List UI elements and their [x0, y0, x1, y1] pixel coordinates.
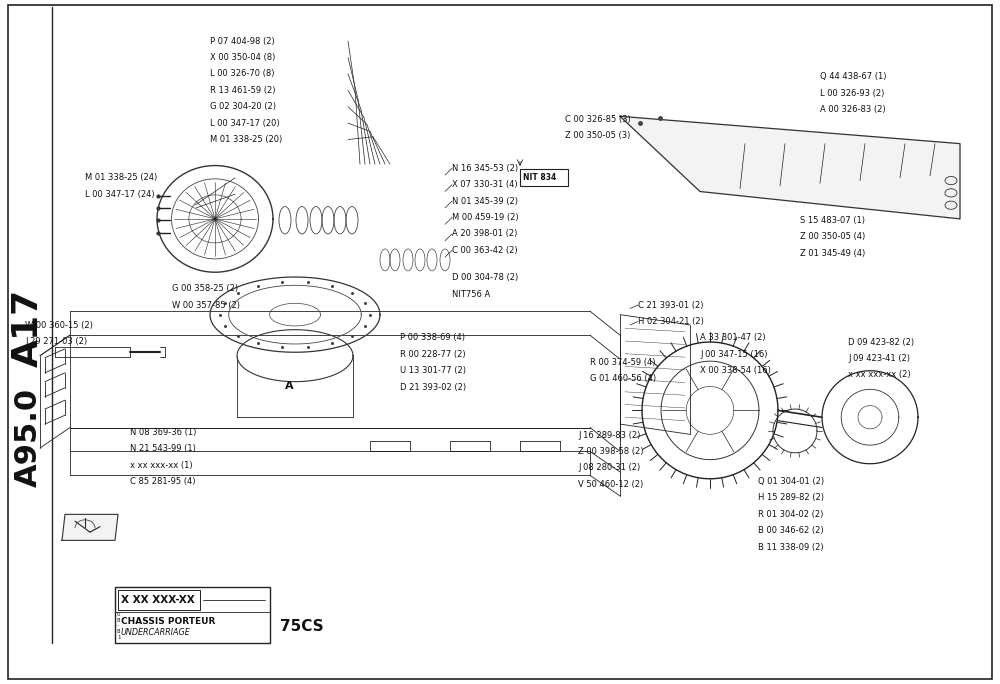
Text: N 21 543-99 (1): N 21 543-99 (1)	[130, 444, 196, 453]
Text: G 02 304-20 (2): G 02 304-20 (2)	[210, 102, 276, 111]
Text: 75CS: 75CS	[280, 618, 324, 633]
Text: A17: A17	[11, 289, 45, 367]
Text: L 00 326-70 (8): L 00 326-70 (8)	[210, 69, 274, 79]
Text: X 07 330-31 (4): X 07 330-31 (4)	[452, 180, 518, 189]
Text: M 00 459-19 (2): M 00 459-19 (2)	[452, 213, 519, 222]
Text: R 00 228-77 (2): R 00 228-77 (2)	[400, 350, 466, 359]
Text: C 00 363-42 (2): C 00 363-42 (2)	[452, 246, 518, 255]
Text: X 00 338-54 (16): X 00 338-54 (16)	[700, 366, 771, 376]
Text: B 11 338-09 (2): B 11 338-09 (2)	[758, 542, 824, 552]
Text: V 50 460-12 (2): V 50 460-12 (2)	[578, 479, 643, 489]
Text: D 00 304-78 (2): D 00 304-78 (2)	[452, 273, 518, 282]
Text: H 15 289-82 (2): H 15 289-82 (2)	[758, 493, 824, 503]
Text: H 02 304-21 (2): H 02 304-21 (2)	[638, 317, 704, 326]
Text: CHASSIS PORTEUR: CHASSIS PORTEUR	[121, 617, 215, 626]
Text: G 01 460-56 (4): G 01 460-56 (4)	[590, 374, 656, 384]
Text: X 00 350-04 (8): X 00 350-04 (8)	[210, 53, 275, 62]
Text: G 00 358-25 (2): G 00 358-25 (2)	[172, 284, 238, 293]
Text: M 01 338-25 (20): M 01 338-25 (20)	[210, 135, 282, 144]
Polygon shape	[620, 116, 960, 219]
Circle shape	[945, 201, 957, 209]
Text: P 07 404-98 (2): P 07 404-98 (2)	[210, 36, 275, 46]
Text: Z 00 350-05 (3): Z 00 350-05 (3)	[565, 131, 630, 140]
Text: B 00 346-62 (2): B 00 346-62 (2)	[758, 526, 824, 536]
Text: N 01 345-39 (2): N 01 345-39 (2)	[452, 196, 518, 206]
Text: x xx xxx-xx (1): x xx xxx-xx (1)	[130, 460, 193, 470]
FancyBboxPatch shape	[520, 169, 568, 186]
Text: A 20 398-01 (2): A 20 398-01 (2)	[452, 229, 517, 239]
Text: Q 01 304-01 (2): Q 01 304-01 (2)	[758, 477, 824, 486]
Text: A: A	[285, 382, 294, 391]
Text: A95.0: A95.0	[13, 389, 42, 487]
Text: P 00 338-69 (4): P 00 338-69 (4)	[400, 333, 465, 343]
Text: R 01 304-02 (2): R 01 304-02 (2)	[758, 510, 823, 519]
Text: x xx xxx-xx (2): x xx xxx-xx (2)	[848, 370, 911, 380]
Text: U 13 301-77 (2): U 13 301-77 (2)	[400, 366, 466, 376]
Polygon shape	[62, 514, 118, 540]
Text: J 29 271-03 (2): J 29 271-03 (2)	[25, 337, 87, 347]
Text: Z 00 350-05 (4): Z 00 350-05 (4)	[800, 232, 865, 241]
Text: J 00 347-15 (16): J 00 347-15 (16)	[700, 350, 768, 359]
Text: L 00 326-93 (2): L 00 326-93 (2)	[820, 88, 884, 98]
Text: A 33 301-47 (2): A 33 301-47 (2)	[700, 333, 766, 343]
Text: Z 01 345-49 (4): Z 01 345-49 (4)	[800, 248, 865, 258]
Text: NIT756 A: NIT756 A	[452, 289, 490, 299]
Text: NIT 834: NIT 834	[523, 173, 556, 182]
Text: Z 00 398-58 (2): Z 00 398-58 (2)	[578, 447, 644, 456]
Text: A 00 326-83 (2): A 00 326-83 (2)	[820, 105, 886, 114]
Text: J 16 289-83 (2): J 16 289-83 (2)	[578, 430, 640, 440]
Text: N 08 369-36 (1): N 08 369-36 (1)	[130, 428, 196, 437]
Text: W 00 360-15 (2): W 00 360-15 (2)	[25, 321, 93, 330]
Text: UNDERCARRIAGE: UNDERCARRIAGE	[121, 629, 191, 637]
Text: X XX XXX-XX: X XX XXX-XX	[121, 595, 195, 605]
Circle shape	[945, 176, 957, 185]
Text: S 15 483-07 (1): S 15 483-07 (1)	[800, 215, 865, 225]
Text: R 13 461-59 (2): R 13 461-59 (2)	[210, 86, 276, 95]
FancyBboxPatch shape	[115, 587, 270, 643]
Text: C 00 326-85 (3): C 00 326-85 (3)	[565, 114, 631, 124]
Text: N 16 345-53 (2): N 16 345-53 (2)	[452, 163, 518, 173]
Text: J 08 280-31 (2): J 08 280-31 (2)	[578, 463, 640, 473]
Text: M 01 338-25 (24): M 01 338-25 (24)	[85, 173, 157, 183]
Text: L 00 347-17 (20): L 00 347-17 (20)	[210, 118, 280, 128]
Text: J 09 423-41 (2): J 09 423-41 (2)	[848, 354, 910, 363]
Text: D 21 393-02 (2): D 21 393-02 (2)	[400, 382, 466, 392]
FancyBboxPatch shape	[118, 590, 200, 610]
Circle shape	[945, 189, 957, 197]
Text: 0
8
-
8
1: 0 8 - 8 1	[117, 612, 120, 640]
Text: L 00 347-17 (24): L 00 347-17 (24)	[85, 189, 155, 199]
Text: R 00 374-59 (4): R 00 374-59 (4)	[590, 358, 656, 367]
Text: D 09 423-82 (2): D 09 423-82 (2)	[848, 337, 914, 347]
Text: W 00 357-85 (2): W 00 357-85 (2)	[172, 300, 240, 310]
Text: Q 44 438-67 (1): Q 44 438-67 (1)	[820, 72, 887, 81]
Text: C 85 281-95 (4): C 85 281-95 (4)	[130, 477, 196, 486]
Text: C 21 393-01 (2): C 21 393-01 (2)	[638, 300, 704, 310]
